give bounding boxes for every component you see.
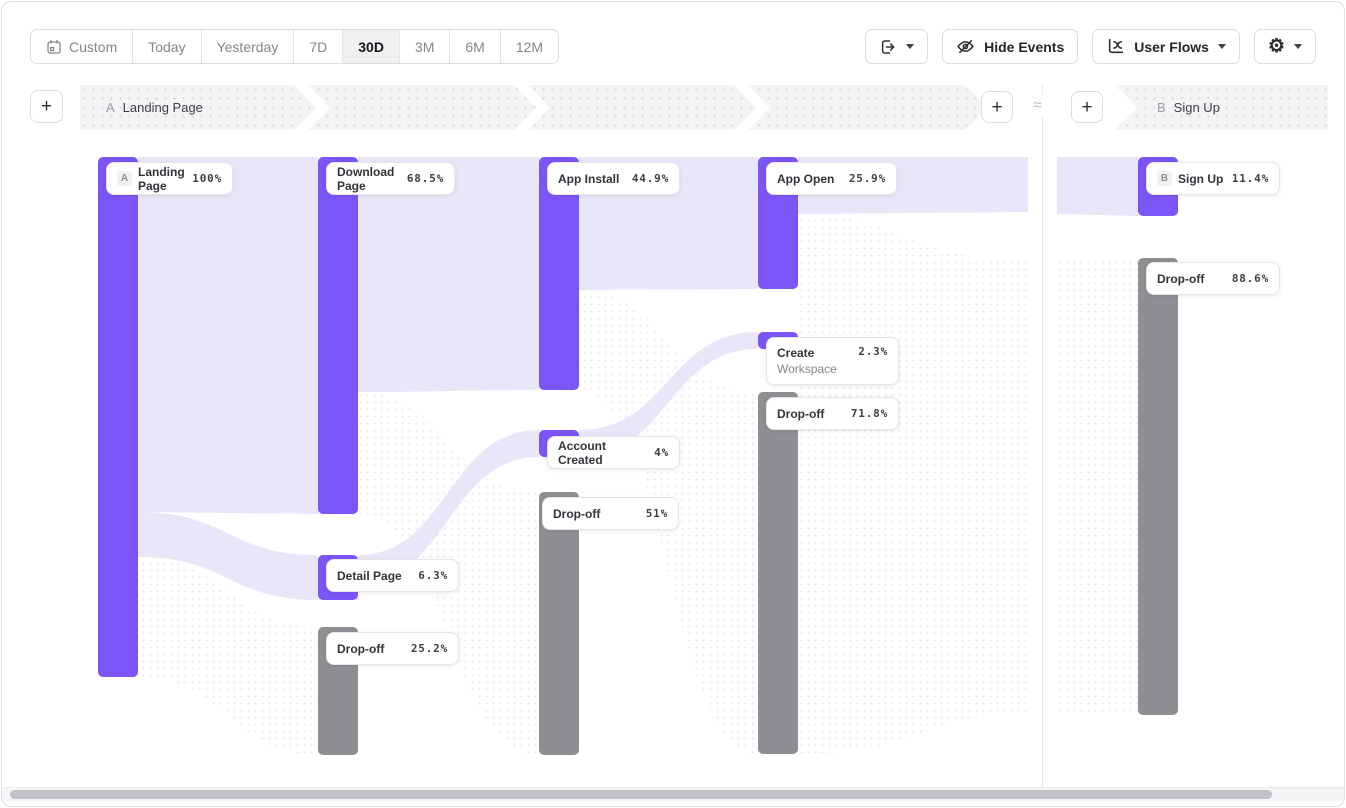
flow-landing-to-download [138,157,318,514]
node-name: Drop-off [553,506,601,521]
calendar-icon [47,39,61,54]
node-bar-dropoff-install[interactable] [539,492,579,755]
date-range-7d[interactable]: 7D [293,30,343,63]
node-bar-dropoff-signup[interactable] [1138,258,1178,715]
flow-open-to-dropoff [798,214,1028,754]
step-banner-b[interactable]: B Sign Up [1105,85,1328,130]
banner-notch [1105,85,1138,130]
step-badge: B [1157,171,1172,186]
step-banner-a[interactable]: A Landing Page [80,85,987,130]
add-step-button-middle[interactable]: + [981,91,1013,123]
step-badge: A [117,171,132,186]
toolbar: Custom Today Yesterday 7D 30D 3M 6M 12M [30,29,1316,64]
date-range-30d[interactable]: 30D [342,30,399,63]
step-b-label: Sign Up [1173,100,1220,115]
hide-events-button[interactable]: Hide Events [942,29,1079,64]
node-label-create-workspace[interactable]: Create Workspace 2.3% [766,337,899,385]
node-label-app-install[interactable]: App Install 44.9% [547,162,680,195]
node-label-account-created[interactable]: Account Created 4% [547,436,680,469]
horizontal-scrollbar-thumb[interactable] [10,790,1272,799]
export-icon [881,39,895,54]
step-separator-chevron [514,85,550,130]
node-label-dropoff-signup[interactable]: Drop-off 88.6% [1146,262,1280,295]
step-a-letter: A [106,100,115,115]
node-name: App Open [777,171,835,186]
caret-down-icon [906,44,915,49]
node-value: 25.9% [848,172,886,185]
view-selector-button[interactable]: User Flows [1092,29,1240,64]
node-bar-app-install[interactable] [539,157,579,390]
node-value: 100% [192,172,222,185]
step-separator-chevron [734,85,770,130]
node-label-landing-page[interactable]: A Landing Page 100% [106,162,233,195]
node-value: 2.3% [858,345,888,358]
node-label-detail-page[interactable]: Detail Page 6.3% [326,559,459,592]
caret-down-icon [1217,44,1226,49]
date-range-yesterday[interactable]: Yesterday [200,30,294,63]
flow-landing-to-dropoff [138,557,318,755]
date-range-custom-label: Custom [69,38,118,55]
settings-button[interactable]: ⚙ [1253,29,1316,64]
approx-icon: ≈ [1031,95,1044,117]
date-range-6m[interactable]: 6M [449,30,500,63]
node-name: Drop-off [1157,271,1205,286]
node-label-app-open[interactable]: App Open 25.9% [766,162,897,195]
step-separator-chevron [294,85,330,130]
node-value: 44.9% [631,172,669,185]
flow-section-b-dropoff [1057,260,1138,715]
node-bar-download-page[interactable] [318,157,358,514]
node-value: 11.4% [1231,172,1269,185]
node-value: 71.8% [850,407,888,420]
node-name: Detail Page [337,568,402,583]
step-b-letter: B [1157,100,1166,115]
node-value: 6.3% [418,569,448,582]
node-label-dropoff-open[interactable]: Drop-off 71.8% [766,397,899,430]
gear-icon: ⚙ [1267,36,1285,57]
node-name: Sign Up [1178,171,1224,186]
node-label-sign-up[interactable]: B Sign Up 11.4% [1146,162,1280,195]
eye-off-icon [957,40,974,54]
node-value: 25.2% [410,642,448,655]
node-value: 88.6% [1231,272,1269,285]
node-name: App Install [558,171,620,186]
node-value: 68.5% [406,172,444,185]
date-range-today[interactable]: Today [132,30,201,63]
toolbar-right-group: Hide Events User Flows ⚙ [865,29,1316,64]
node-label-dropoff-install[interactable]: Drop-off 51% [542,497,679,530]
node-bar-dropoff-open[interactable] [758,392,798,754]
node-bar-landing-page[interactable] [98,157,138,677]
node-name: Landing Page [138,164,185,193]
step-a-label: Landing Page [122,100,203,115]
flow-section-b-to-signup [1057,157,1138,216]
section-divider [1042,85,1043,789]
hide-events-label: Hide Events [984,38,1065,55]
flow-landing-to-detail [138,512,318,600]
node-name: Download Page [337,164,395,193]
user-flows-chart-icon [1109,38,1124,54]
node-name: Drop-off [777,406,825,421]
view-selector-label: User Flows [1134,38,1209,55]
date-range-12m[interactable]: 12M [499,30,559,63]
node-name: Create Workspace [777,346,837,377]
node-value: 51% [645,507,668,520]
add-step-button-left[interactable]: + [30,90,63,123]
add-step-button-right[interactable]: + [1071,91,1103,123]
node-name: Drop-off [337,641,385,656]
node-value: 4% [654,446,669,459]
node-label-download-page[interactable]: Download Page 68.5% [326,162,455,195]
date-range-custom[interactable]: Custom [31,30,133,63]
date-range-selector: Custom Today Yesterday 7D 30D 3M 6M 12M [30,29,560,64]
date-range-3m[interactable]: 3M [398,30,450,63]
node-name: Account Created [558,438,606,467]
node-label-dropoff-download[interactable]: Drop-off 25.2% [326,632,459,665]
horizontal-scrollbar-track [2,787,1344,801]
export-button[interactable] [865,29,929,64]
caret-down-icon [1294,44,1302,49]
